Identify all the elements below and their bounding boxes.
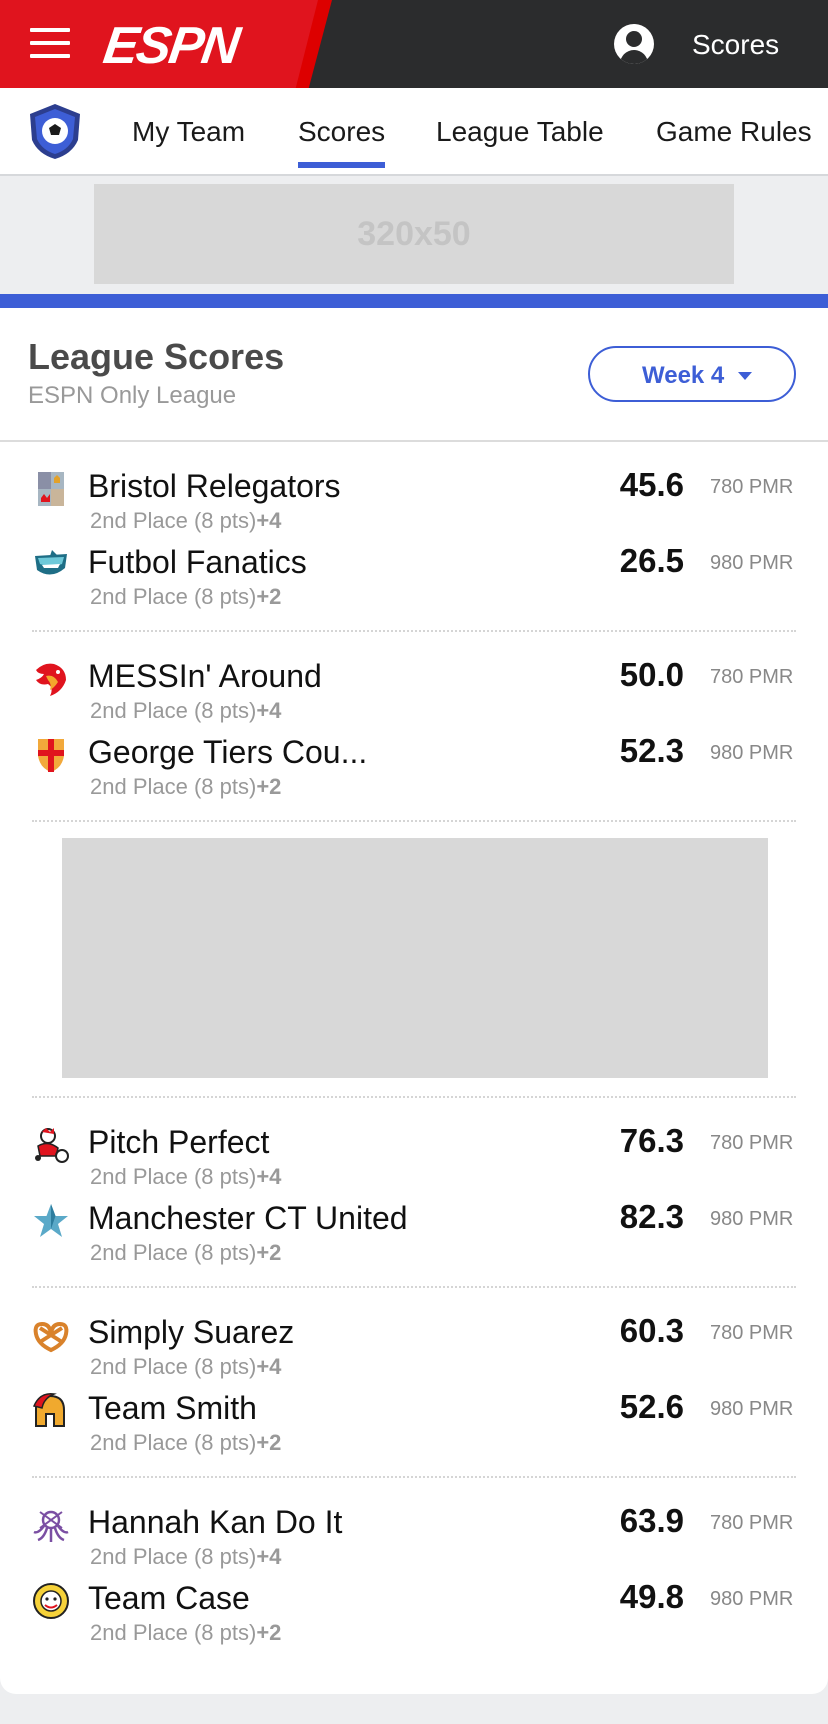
week-selector-button[interactable]: Week 4 — [588, 346, 796, 402]
league-scores-card: League Scores ESPN Only League Week 4 Br… — [0, 308, 828, 1694]
team-standing: 2nd Place (8 pts)+4 — [90, 1354, 282, 1379]
team-score: 26.5 — [619, 542, 684, 579]
castle-crest-icon — [38, 472, 64, 506]
team-row-away[interactable]: Team Smith 2nd Place (8 pts)+2 52.6 980 … — [0, 1388, 828, 1464]
team-row-home[interactable]: Hannah Kan Do It 2nd Place (8 pts)+4 63.… — [0, 1502, 828, 1578]
team-name: Bristol Relegators — [88, 468, 341, 504]
team-name: Manchester CT United — [88, 1200, 408, 1236]
sub-nav: My Team Scores League Table Game Rules — [0, 88, 828, 176]
team-score: 45.6 — [619, 466, 684, 503]
team-pmr: 980 PMR — [710, 742, 794, 764]
user-account-icon[interactable] — [614, 24, 654, 64]
team-standing: 2nd Place (8 pts)+2 — [90, 1240, 282, 1265]
team-pmr: 780 PMR — [710, 476, 794, 498]
team-pmr: 780 PMR — [710, 1512, 794, 1534]
ad-banner[interactable]: 320x50 — [94, 184, 734, 284]
mascot-icon — [35, 1128, 69, 1163]
tab-my-team[interactable]: My Team — [132, 116, 246, 147]
cross-shield-icon — [38, 739, 64, 772]
match-divider — [32, 1286, 796, 1288]
match-divider — [32, 1476, 796, 1478]
team-row-home[interactable]: MESSIn' Around 2nd Place (8 pts)+4 50.0 … — [0, 656, 828, 732]
shark-icon — [35, 550, 67, 575]
spartan-helmet-icon — [32, 1393, 65, 1427]
team-pmr: 780 PMR — [710, 1132, 794, 1154]
team-name: Hannah Kan Do It — [88, 1504, 343, 1540]
team-score: 82.3 — [619, 1198, 684, 1235]
week-label: Week 4 — [642, 362, 725, 389]
clown-face-icon — [33, 1583, 69, 1619]
ad-placeholder[interactable] — [62, 838, 768, 1078]
team-standing: 2nd Place (8 pts)+2 — [90, 1430, 282, 1455]
team-pmr: 780 PMR — [710, 1322, 794, 1344]
team-name: Team Case — [88, 1580, 250, 1616]
tab-scores[interactable]: Scores — [298, 116, 386, 168]
team-standing: 2nd Place (8 pts)+4 — [90, 508, 282, 533]
phoenix-icon — [36, 663, 66, 696]
team-name: Futbol Fanatics — [88, 544, 307, 580]
ad-strip: 320x50 — [0, 176, 828, 294]
team-pmr: 980 PMR — [710, 1398, 794, 1420]
team-standing: 2nd Place (8 pts)+4 — [90, 1164, 282, 1189]
pretzel-icon — [33, 1321, 69, 1353]
top-bar: ESPN Scores — [0, 0, 828, 88]
espn-logo[interactable]: ESPN — [99, 17, 242, 75]
team-row-away[interactable]: Team Case 2nd Place (8 pts)+2 49.8 980 P… — [0, 1578, 828, 1654]
league-shield-icon[interactable] — [26, 102, 84, 160]
team-pmr: 980 PMR — [710, 552, 794, 574]
team-row-away[interactable]: George Tiers Cou... 2nd Place (8 pts)+2 … — [0, 732, 828, 808]
team-score: 52.6 — [619, 1388, 684, 1425]
header-scores-link[interactable]: Scores — [692, 29, 780, 60]
page-title: League Scores — [28, 336, 285, 377]
team-score: 52.3 — [619, 732, 684, 769]
team-standing: 2nd Place (8 pts)+2 — [90, 774, 282, 799]
team-name: Team Smith — [88, 1390, 257, 1426]
match-card[interactable]: Pitch Perfect 2nd Place (8 pts)+4 76.3 7… — [0, 1122, 828, 1312]
team-score: 50.0 — [619, 656, 684, 693]
match-card[interactable]: Bristol Relegators 2nd Place (8 pts)+4 4… — [0, 466, 828, 656]
team-name: Pitch Perfect — [88, 1124, 270, 1160]
team-score: 49.8 — [619, 1578, 684, 1615]
team-standing: 2nd Place (8 pts)+4 — [90, 1544, 282, 1569]
team-pmr: 780 PMR — [710, 666, 794, 688]
octopus-icon — [33, 1510, 69, 1542]
match-card[interactable]: Simply Suarez 2nd Place (8 pts)+4 60.3 7… — [0, 1312, 828, 1502]
star-icon — [34, 1204, 68, 1237]
team-name: George Tiers Cou... — [88, 734, 368, 770]
team-standing: 2nd Place (8 pts)+2 — [90, 584, 282, 609]
team-score: 76.3 — [619, 1122, 684, 1159]
match-card[interactable]: MESSIn' Around 2nd Place (8 pts)+4 50.0 … — [0, 656, 828, 846]
caret-down-icon — [738, 372, 752, 380]
match-divider — [32, 820, 796, 822]
team-standing: 2nd Place (8 pts)+4 — [90, 698, 282, 723]
team-name: MESSIn' Around — [88, 658, 322, 694]
accent-bar — [0, 294, 828, 308]
team-standing: 2nd Place (8 pts)+2 — [90, 1620, 282, 1645]
team-row-away[interactable]: Manchester CT United 2nd Place (8 pts)+2… — [0, 1198, 828, 1274]
hamburger-menu-icon[interactable] — [30, 28, 70, 60]
team-row-away[interactable]: Futbol Fanatics 2nd Place (8 pts)+2 26.5… — [0, 542, 828, 618]
team-row-home[interactable]: Pitch Perfect 2nd Place (8 pts)+4 76.3 7… — [0, 1122, 828, 1198]
league-subtitle: ESPN Only League — [28, 382, 237, 409]
match-card[interactable]: Hannah Kan Do It 2nd Place (8 pts)+4 63.… — [0, 1502, 828, 1692]
team-row-home[interactable]: Bristol Relegators 2nd Place (8 pts)+4 4… — [0, 466, 828, 542]
match-divider — [32, 630, 796, 632]
team-score: 60.3 — [619, 1312, 684, 1349]
team-pmr: 980 PMR — [710, 1588, 794, 1610]
team-pmr: 980 PMR — [710, 1208, 794, 1230]
team-score: 63.9 — [619, 1502, 684, 1539]
team-row-home[interactable]: Simply Suarez 2nd Place (8 pts)+4 60.3 7… — [0, 1312, 828, 1388]
tab-game-rules[interactable]: Game Rules — [656, 116, 812, 147]
tab-league-table[interactable]: League Table — [436, 116, 604, 147]
match-divider — [32, 1096, 796, 1098]
team-name: Simply Suarez — [88, 1314, 295, 1350]
divider — [0, 440, 828, 442]
